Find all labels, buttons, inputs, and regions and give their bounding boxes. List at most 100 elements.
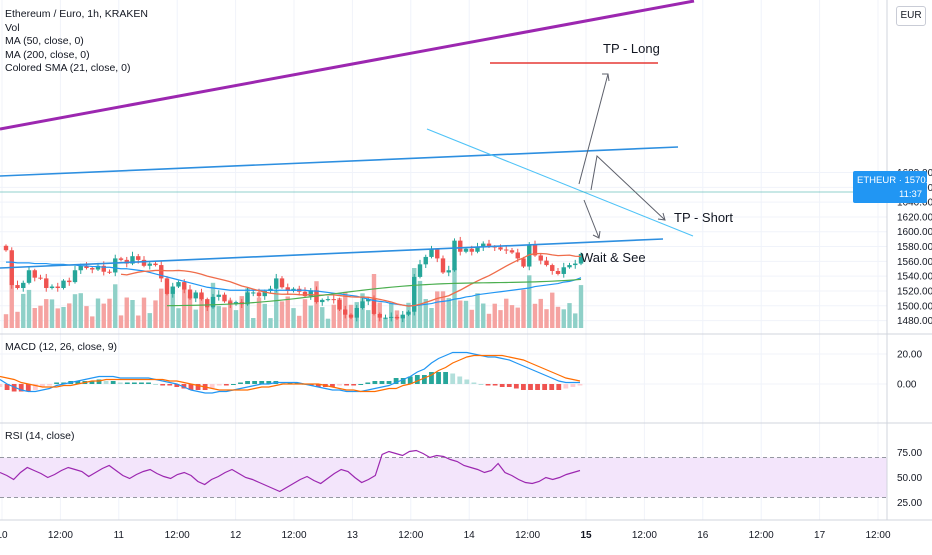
- candle-body[interactable]: [141, 259, 147, 266]
- candle-body[interactable]: [78, 265, 83, 271]
- candle-body[interactable]: [245, 292, 250, 305]
- indicator-vol[interactable]: Vol: [5, 21, 20, 34]
- drawings[interactable]: [0, 0, 887, 269]
- candle-body[interactable]: [187, 289, 193, 299]
- arrowhead-tp-long[interactable]: [602, 73, 610, 82]
- candle-body[interactable]: [486, 243, 492, 247]
- candle-body[interactable]: [176, 282, 181, 287]
- candle-body[interactable]: [182, 282, 187, 290]
- candle-body[interactable]: [354, 308, 359, 318]
- candle-body[interactable]: [228, 301, 233, 305]
- candle-body[interactable]: [210, 296, 216, 308]
- candle-body[interactable]: [406, 311, 411, 315]
- candle-body[interactable]: [256, 292, 262, 297]
- candle-body[interactable]: [216, 294, 221, 297]
- candle-body[interactable]: [389, 316, 394, 318]
- candle-body[interactable]: [383, 317, 388, 319]
- candle-body[interactable]: [164, 278, 170, 294]
- candle-body[interactable]: [509, 250, 515, 253]
- candle-body[interactable]: [337, 299, 342, 310]
- candle-body[interactable]: [44, 278, 49, 289]
- candle-body[interactable]: [67, 280, 72, 283]
- candle-body[interactable]: [251, 292, 256, 294]
- candle-body[interactable]: [573, 263, 578, 266]
- candle-body[interactable]: [170, 286, 175, 294]
- arrow-wait[interactable]: [583, 199, 600, 239]
- candle-body[interactable]: [417, 264, 423, 277]
- candle-body[interactable]: [463, 248, 469, 252]
- candle-body[interactable]: [205, 299, 210, 308]
- candle-body[interactable]: [32, 270, 37, 278]
- indicator-colored-sma[interactable]: Colored SMA (21, close, 0): [5, 62, 131, 74]
- lower-channel-line[interactable]: [0, 238, 664, 269]
- symbol-title[interactable]: Ethereum / Euro, 1h, KRAKEN: [5, 8, 148, 20]
- candle-body[interactable]: [38, 277, 43, 279]
- candle-body[interactable]: [544, 260, 549, 266]
- candle-body[interactable]: [435, 249, 440, 259]
- macd-label[interactable]: MACD (12, 26, close, 9): [5, 341, 118, 353]
- purple-trendline[interactable]: [0, 0, 695, 131]
- candle-body[interactable]: [567, 265, 572, 268]
- candle-body[interactable]: [262, 290, 267, 297]
- candle-body[interactable]: [440, 258, 446, 273]
- candle-body[interactable]: [469, 248, 474, 252]
- candle-body[interactable]: [561, 267, 566, 274]
- candle-body[interactable]: [400, 314, 405, 319]
- candle-body[interactable]: [452, 240, 457, 271]
- arrowhead-wait[interactable]: [592, 230, 601, 239]
- candle-body[interactable]: [498, 247, 503, 250]
- candle-body[interactable]: [222, 294, 227, 302]
- candle-body[interactable]: [199, 292, 204, 300]
- currency-button[interactable]: EUR: [896, 6, 926, 26]
- candle-body[interactable]: [153, 263, 158, 266]
- arrow-to-tp-long[interactable]: [578, 73, 609, 185]
- candle-body[interactable]: [331, 299, 336, 301]
- candle-body[interactable]: [72, 270, 78, 283]
- candle-body[interactable]: [49, 286, 55, 289]
- candle-body[interactable]: [107, 271, 112, 273]
- candle-body[interactable]: [394, 316, 400, 319]
- candle-body[interactable]: [302, 291, 308, 297]
- descending-trendline[interactable]: [426, 128, 694, 237]
- candle-body[interactable]: [504, 249, 509, 251]
- candle-body[interactable]: [578, 253, 584, 264]
- candle-body[interactable]: [371, 299, 377, 314]
- upper-channel-line[interactable]: [0, 146, 679, 177]
- candle-body[interactable]: [343, 309, 348, 315]
- candle-body[interactable]: [325, 299, 331, 301]
- candle-body[interactable]: [515, 252, 520, 259]
- candle-body[interactable]: [348, 314, 354, 318]
- candle-body[interactable]: [308, 290, 313, 297]
- candle-body[interactable]: [118, 258, 124, 260]
- candle-body[interactable]: [279, 278, 285, 288]
- candle-body[interactable]: [481, 243, 486, 248]
- indicator-ma50[interactable]: MA (50, close, 0): [5, 35, 84, 47]
- candle-body[interactable]: [320, 299, 325, 303]
- candle-body[interactable]: [555, 270, 561, 274]
- candle-body[interactable]: [130, 256, 135, 264]
- candle-body[interactable]: [61, 280, 66, 289]
- candle-body[interactable]: [458, 240, 463, 252]
- candle-body[interactable]: [26, 270, 32, 283]
- candle-body[interactable]: [84, 265, 89, 269]
- candle-body[interactable]: [412, 276, 417, 312]
- candle-body[interactable]: [21, 282, 26, 289]
- candle-body[interactable]: [366, 299, 371, 302]
- candle-body[interactable]: [15, 285, 20, 289]
- candle-body[interactable]: [527, 245, 532, 267]
- candle-body[interactable]: [521, 258, 526, 267]
- candle-body[interactable]: [3, 245, 9, 251]
- candle-body[interactable]: [532, 245, 538, 256]
- arrow-to-tp-short[interactable]: [590, 155, 666, 221]
- candle-body[interactable]: [423, 256, 428, 265]
- candle-body[interactable]: [113, 258, 118, 273]
- candle-body[interactable]: [159, 265, 164, 279]
- candle-body[interactable]: [429, 249, 434, 257]
- candle-body[interactable]: [475, 247, 480, 252]
- candle-body[interactable]: [377, 313, 382, 318]
- candle-body[interactable]: [101, 265, 106, 272]
- candle-body[interactable]: [274, 278, 279, 289]
- rsi-label[interactable]: RSI (14, close): [5, 430, 75, 442]
- candle-body[interactable]: [285, 287, 290, 291]
